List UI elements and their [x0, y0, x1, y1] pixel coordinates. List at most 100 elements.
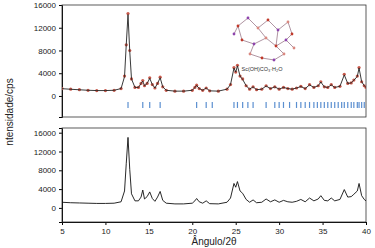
data-line — [62, 137, 366, 204]
bragg-tick — [361, 102, 362, 108]
x-tick-mark — [236, 222, 237, 225]
molecule-inset — [233, 17, 296, 62]
bragg-tick — [357, 102, 358, 108]
y-tick-mark — [59, 152, 62, 153]
y-tick: 8000 — [38, 47, 62, 56]
x-tick-label: 40 — [362, 227, 371, 236]
y-tick-label: 4000 — [38, 69, 56, 78]
scatter-series — [62, 12, 366, 93]
y-tick-label: 12000 — [34, 24, 57, 33]
molecule-bond — [254, 38, 266, 44]
x-tick-mark — [62, 222, 63, 225]
bragg-tick — [344, 102, 345, 108]
plot-frame — [62, 128, 366, 222]
y-tick-label: 4000 — [38, 185, 56, 194]
bragg-tick — [317, 102, 318, 108]
x-axis-line — [63, 223, 367, 226]
x-tick-mark — [323, 222, 324, 225]
x-tick-label: 35 — [319, 227, 328, 236]
bragg-tick — [331, 102, 332, 108]
y-tick-mark — [59, 73, 62, 74]
y-tick: 0 — [52, 204, 62, 213]
bragg-tick — [237, 102, 238, 108]
x-tick-mark — [192, 222, 193, 225]
molecule-atom — [277, 29, 280, 32]
y-tick: 4000 — [38, 69, 62, 78]
y-tick: 16000 — [34, 129, 62, 138]
bragg-tick — [313, 102, 314, 108]
molecule-atom — [249, 53, 252, 56]
x-tick-mark — [366, 222, 367, 225]
plot-area — [62, 137, 366, 204]
bragg-tick — [247, 102, 248, 108]
plot-frame — [62, 5, 366, 117]
bragg-tick — [353, 102, 354, 108]
y-tick-label: 12000 — [34, 148, 57, 157]
bragg-tick — [338, 102, 339, 108]
y-axis: 0 4000 8000 12000 16000 — [34, 129, 63, 223]
panel: 0400080001200016000Sc(OH)CO₃·H₂O — [34, 1, 368, 117]
bragg-tick — [127, 102, 128, 108]
molecule-bond — [250, 44, 254, 54]
molecule-atom — [265, 37, 268, 40]
molecule-bond — [266, 38, 276, 46]
molecule-bond — [262, 58, 274, 60]
bragg-tick — [309, 102, 310, 108]
bragg-tick — [351, 102, 352, 108]
y-tick: 0 — [52, 92, 62, 101]
molecule-bond — [286, 40, 294, 48]
y-tick-label: 0 — [52, 204, 57, 213]
bragg-tick — [341, 102, 342, 108]
bragg-tick — [305, 102, 306, 108]
y-tick-mark — [59, 96, 62, 97]
bragg-tick — [358, 102, 359, 108]
molecule-bond — [258, 28, 266, 38]
y-axis: 0 4000 8000 12000 16000 — [34, 1, 63, 117]
x-tick-label: 30 — [275, 227, 284, 236]
y-axis-title: ntensidade/cps — [4, 78, 15, 145]
bragg-ticks — [128, 102, 364, 108]
x-tick-mark — [149, 222, 150, 225]
molecule-atom — [253, 43, 256, 46]
bragg-tick — [283, 102, 284, 108]
molecule-bond — [276, 46, 284, 54]
molecule-bond — [250, 54, 262, 58]
plot-area — [62, 12, 366, 108]
molecule-atom — [273, 59, 276, 62]
x-tick-label: 10 — [101, 227, 110, 236]
y-tick-mark — [59, 133, 62, 134]
molecule-atom — [285, 39, 288, 42]
molecule-atom — [267, 19, 270, 22]
molecule-bond — [274, 54, 284, 60]
x-tick: 20 — [188, 222, 197, 236]
molecule-bond — [242, 40, 254, 44]
bragg-tick — [324, 102, 325, 108]
y-tick: 16000 — [34, 1, 62, 10]
molecule-atom — [233, 33, 236, 36]
bragg-tick — [149, 102, 150, 108]
molecule-atom — [293, 47, 296, 50]
molecule-bond — [248, 18, 258, 28]
x-tick-label: 15 — [145, 227, 154, 236]
molecule-bond — [238, 18, 248, 26]
x-tick-mark — [105, 222, 106, 225]
bragg-tick — [274, 102, 275, 108]
x-tick-label: 20 — [188, 227, 197, 236]
bragg-tick — [252, 102, 253, 108]
y-tick: 8000 — [38, 166, 62, 175]
y-tick-label: 8000 — [38, 47, 56, 56]
x-tick: 15 — [145, 222, 154, 236]
y-tick-label: 0 — [52, 92, 57, 101]
molecule-atom — [257, 27, 260, 30]
molecule-bond — [258, 20, 268, 28]
chart: 0400080001200016000Sc(OH)CO₃·H₂Ontensida… — [0, 0, 375, 248]
molecule-atom — [283, 53, 286, 56]
molecule-bond — [276, 30, 278, 46]
molecule-bond — [288, 22, 292, 34]
y-tick-label: 8000 — [38, 166, 56, 175]
molecule-bond — [238, 26, 242, 40]
x-axis-title: Ângulo/2θ — [191, 235, 236, 247]
y-tick-mark — [59, 189, 62, 190]
x-tick-label: 5 — [60, 227, 65, 236]
x-tick-label: 25 — [232, 227, 241, 236]
